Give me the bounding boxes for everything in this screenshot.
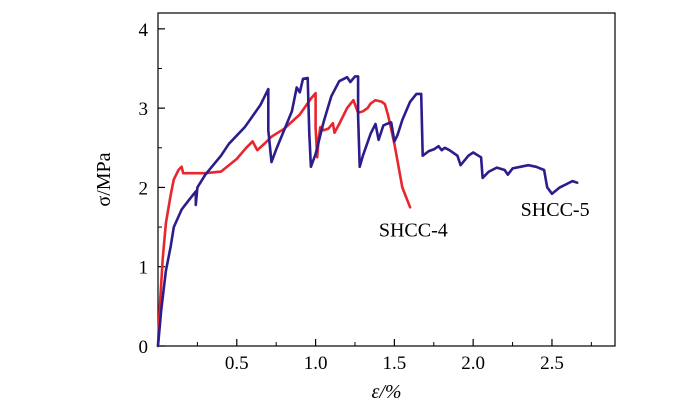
x-tick-label: 1.5: [383, 353, 407, 374]
series-line-shcc-4: [156, 91, 412, 348]
y-tick-label: 2: [139, 178, 149, 199]
x-tick-label: 1.0: [304, 353, 328, 374]
series-line-shcc-5: [156, 75, 579, 348]
y-axis-label: σ/MPa: [93, 152, 115, 206]
x-tick-label: 2.0: [461, 353, 485, 374]
series-annotation-shcc-5: SHCC-5: [521, 199, 590, 221]
y-tick-label: 0: [139, 337, 149, 358]
y-tick-label: 3: [139, 99, 149, 120]
axis-labels: ε/% σ/MPa: [93, 152, 402, 403]
axis-ticks: 0.5 1.0 1.5 2.0 2.5 0 1 2 3 4: [139, 20, 592, 374]
series-layer: [156, 75, 579, 348]
x-tick-label: 2.5: [540, 353, 564, 374]
y-tick-label: 1: [139, 258, 149, 279]
x-axis-label: ε/%: [371, 381, 401, 403]
series-annotation-shcc-4: SHCC-4: [379, 220, 448, 242]
annotation-layer: SHCC-4 SHCC-5: [379, 199, 590, 242]
plot-frame: [157, 12, 616, 347]
x-tick-label: 0.5: [225, 353, 249, 374]
y-tick-label: 4: [139, 20, 149, 41]
